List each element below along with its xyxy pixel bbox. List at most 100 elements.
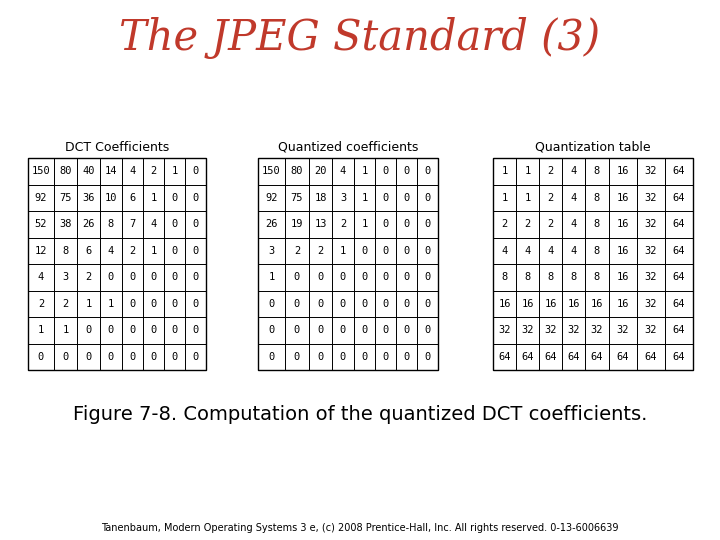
Bar [516,291,539,317]
Bar [396,158,417,185]
Bar [665,185,693,211]
Text: 32: 32 [567,325,580,335]
Text: 0: 0 [318,325,323,335]
Text: 0: 0 [63,352,68,362]
Text: 0: 0 [130,352,135,362]
Bar [54,158,77,185]
Text: 16: 16 [617,299,629,309]
Text: 64: 64 [672,246,685,256]
Text: 4: 4 [130,166,135,176]
Text: 64: 64 [672,166,685,176]
Text: 1: 1 [524,193,531,202]
Text: 0: 0 [192,272,199,282]
Bar [143,317,164,343]
Bar [516,264,539,291]
Bar [122,343,143,370]
Bar [164,264,185,291]
Bar [185,211,206,238]
Text: 0: 0 [403,352,410,362]
Text: 32: 32 [521,325,534,335]
Bar [332,185,354,211]
Bar [516,343,539,370]
Bar [562,158,585,185]
Text: 0: 0 [294,352,300,362]
Text: 1: 1 [524,166,531,176]
Bar [396,185,417,211]
Text: 0: 0 [171,299,178,309]
Bar [77,211,100,238]
Text: 7: 7 [130,219,135,230]
Bar [285,211,309,238]
Bar [77,158,100,185]
Bar [609,317,637,343]
Text: 16: 16 [617,219,629,230]
Bar [562,264,585,291]
Text: 0: 0 [403,166,410,176]
Bar [122,264,143,291]
Text: 0: 0 [192,246,199,256]
Text: 1: 1 [86,299,91,309]
Bar [354,158,375,185]
Bar [354,343,375,370]
Bar [285,291,309,317]
Bar [375,185,396,211]
Bar [258,317,285,343]
Bar [285,158,309,185]
Bar [77,185,100,211]
Bar [28,158,54,185]
Text: 64: 64 [590,352,603,362]
Bar [609,185,637,211]
Text: 1: 1 [38,325,44,335]
Text: 4: 4 [547,246,554,256]
Bar [285,264,309,291]
Text: 0: 0 [424,299,431,309]
Bar [396,264,417,291]
Text: 0: 0 [294,299,300,309]
Text: 3: 3 [340,193,346,202]
Bar [637,211,665,238]
Bar [396,317,417,343]
Bar [493,291,516,317]
Bar [258,185,285,211]
Bar [396,238,417,264]
Bar [637,185,665,211]
Text: 32: 32 [498,325,510,335]
Text: 32: 32 [644,272,657,282]
Bar [609,211,637,238]
Bar [309,264,332,291]
Bar [77,238,100,264]
Text: 0: 0 [294,325,300,335]
Bar [285,185,309,211]
Bar [417,158,438,185]
Bar [332,211,354,238]
Bar [28,264,54,291]
Bar [493,211,516,238]
Text: 10: 10 [104,193,117,202]
Text: 0: 0 [38,352,44,362]
Bar [665,291,693,317]
Bar [332,238,354,264]
Bar [417,343,438,370]
Text: 0: 0 [382,272,389,282]
Text: 0: 0 [424,193,431,202]
Bar [143,185,164,211]
Bar [516,317,539,343]
Bar [28,211,54,238]
Text: 32: 32 [644,299,657,309]
Bar [332,291,354,317]
Text: 1: 1 [340,246,346,256]
Text: 32: 32 [644,325,657,335]
Bar [100,185,122,211]
Text: 3: 3 [63,272,68,282]
Bar [609,264,637,291]
Bar [28,185,54,211]
Bar [309,317,332,343]
Bar [585,238,609,264]
Text: 2: 2 [63,299,68,309]
Text: 64: 64 [672,352,685,362]
Bar [493,158,693,370]
Bar [396,343,417,370]
Text: 0: 0 [130,272,135,282]
Text: 0: 0 [150,352,157,362]
Text: 64: 64 [521,352,534,362]
